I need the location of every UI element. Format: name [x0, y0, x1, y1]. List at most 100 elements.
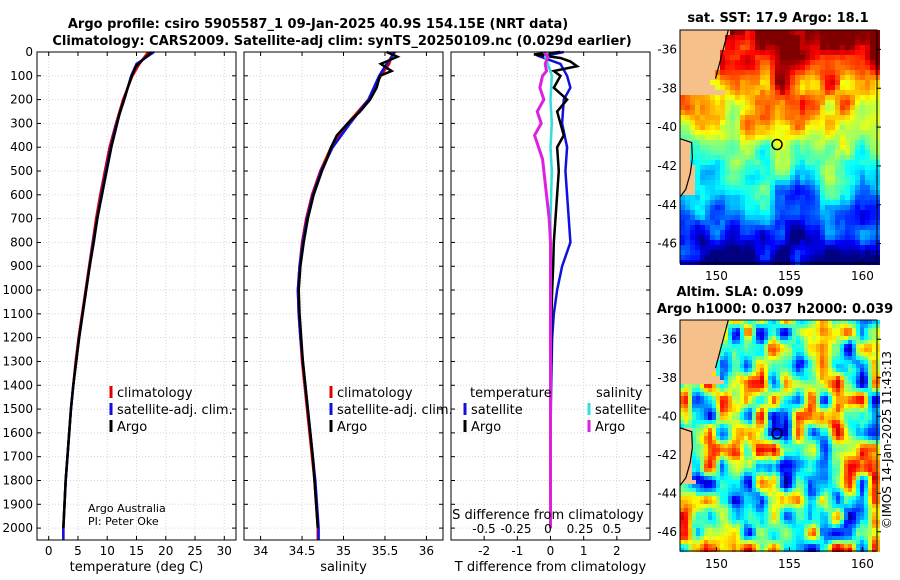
map-cell — [780, 456, 784, 460]
map-cell — [745, 85, 750, 90]
map-cell — [850, 110, 855, 115]
map-cell — [756, 476, 760, 480]
map-cell — [856, 452, 860, 456]
map-cell — [855, 40, 860, 45]
map-cell — [832, 464, 836, 468]
map-cell — [816, 324, 820, 328]
map-cell — [768, 344, 772, 348]
map-cell — [825, 235, 830, 240]
map-cell — [836, 496, 840, 500]
map-cell — [840, 516, 844, 520]
map-cell — [725, 60, 730, 65]
map-cell — [765, 30, 770, 35]
map-cell — [840, 416, 844, 420]
map-cell — [735, 245, 740, 250]
map-cell — [832, 476, 836, 480]
x-tick-label: 20 — [158, 544, 173, 558]
map-cell — [710, 80, 715, 85]
map-cell — [860, 480, 864, 484]
map-cell — [796, 336, 800, 340]
map-cell — [768, 368, 772, 372]
map-cell — [720, 140, 725, 145]
y-tick-label: -42 — [657, 448, 677, 462]
map-cell — [856, 360, 860, 364]
map-cell — [835, 105, 840, 110]
map-cell — [816, 460, 820, 464]
map-cell — [804, 432, 808, 436]
map-cell — [868, 348, 872, 352]
map-cell — [784, 440, 788, 444]
map-cell — [870, 70, 875, 75]
map-cell — [840, 444, 844, 448]
map-cell — [845, 75, 850, 80]
map-cell — [830, 175, 835, 180]
map-cell — [728, 444, 732, 448]
map-cell — [772, 356, 776, 360]
map-cell — [856, 344, 860, 348]
map-cell — [775, 210, 780, 215]
map-cell — [848, 320, 852, 324]
map-cell — [820, 65, 825, 70]
map-cell — [684, 536, 688, 540]
map-cell — [812, 360, 816, 364]
map-cell — [790, 125, 795, 130]
map-cell — [768, 472, 772, 476]
map-cell — [835, 220, 840, 225]
map-cell — [840, 145, 845, 150]
map-cell — [765, 220, 770, 225]
map-cell — [760, 348, 764, 352]
map-cell — [768, 432, 772, 436]
map-cell — [760, 444, 764, 448]
map-cell — [800, 80, 805, 85]
map-cell — [784, 332, 788, 336]
map-cell — [724, 376, 728, 380]
map-cell — [800, 65, 805, 70]
map-cell — [724, 492, 728, 496]
map-cell — [852, 356, 856, 360]
map-cell — [860, 40, 865, 45]
map-cell — [725, 165, 730, 170]
y-tick-label: 1600 — [2, 426, 33, 440]
map-cell — [732, 440, 736, 444]
map-cell — [792, 412, 796, 416]
map-cell — [785, 245, 790, 250]
map-cell — [805, 95, 810, 100]
map-cell — [735, 145, 740, 150]
map-cell — [810, 215, 815, 220]
map-cell — [810, 185, 815, 190]
map-cell — [836, 456, 840, 460]
map-cell — [870, 185, 875, 190]
map-cell — [780, 35, 785, 40]
y-tick-label: -38 — [657, 371, 677, 385]
map-cell — [732, 416, 736, 420]
map-cell — [772, 352, 776, 356]
map-cell — [720, 348, 724, 352]
map-cell — [840, 504, 844, 508]
map-cell — [785, 95, 790, 100]
x-tick-label: 0 — [547, 544, 555, 558]
map-cell — [716, 480, 720, 484]
map-cell — [736, 460, 740, 464]
map-cell — [800, 250, 805, 255]
map-cell — [780, 320, 784, 324]
map-cell — [812, 468, 816, 472]
map-cell — [852, 548, 856, 552]
map-cell — [772, 424, 776, 428]
map-cell — [700, 544, 704, 548]
map-cell — [745, 35, 750, 40]
map-cell — [728, 360, 732, 364]
map-cell — [744, 372, 748, 376]
map-cell — [760, 436, 764, 440]
map-cell — [805, 130, 810, 135]
map-cell — [860, 155, 865, 160]
map-cell — [740, 392, 744, 396]
map-cell — [750, 255, 755, 260]
map-cell — [848, 488, 852, 492]
map-cell — [745, 60, 750, 65]
map-cell — [756, 524, 760, 528]
map-cell — [844, 396, 848, 400]
map-cell — [876, 480, 880, 484]
map-cell — [785, 105, 790, 110]
map-cell — [692, 516, 696, 520]
map-cell — [810, 145, 815, 150]
